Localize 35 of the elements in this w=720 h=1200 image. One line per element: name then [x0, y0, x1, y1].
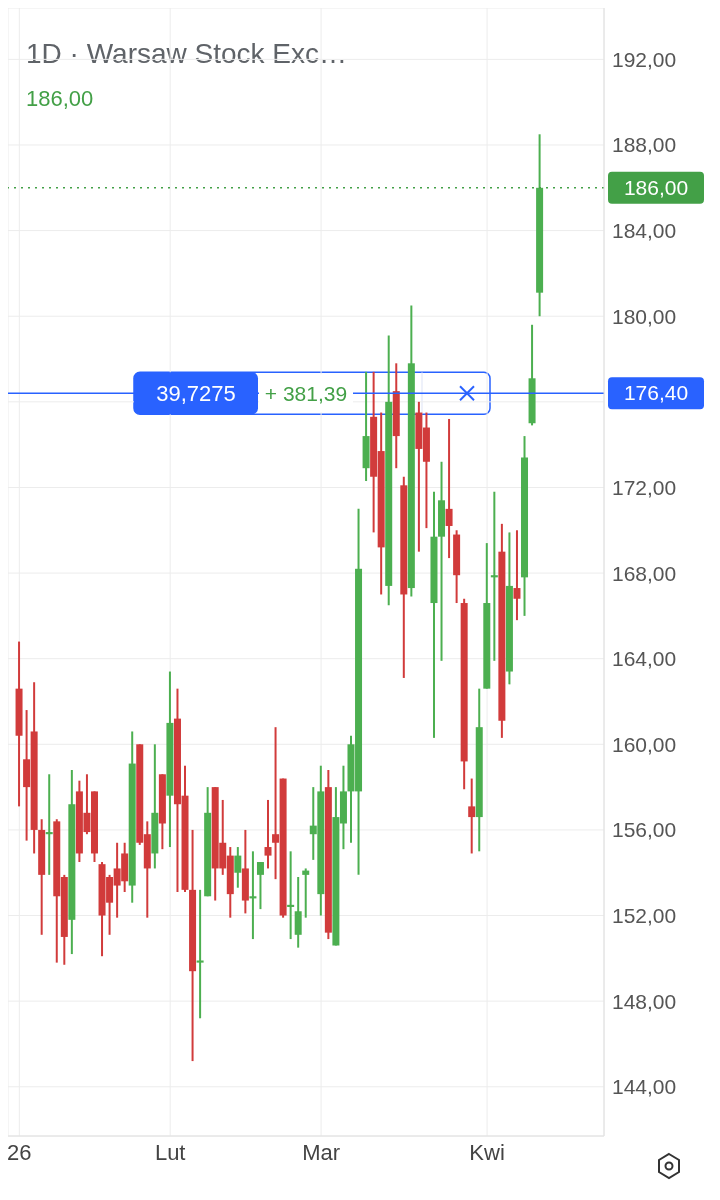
candlestick	[490, 490, 498, 662]
y-tick-label: 152,00	[612, 903, 677, 927]
annotation: + 381,39	[264, 382, 348, 406]
y-tick-label: 168,00	[612, 561, 677, 585]
y-tick-label: 188,00	[612, 133, 677, 157]
candlestick	[468, 777, 476, 855]
y-tick-label: 192,00	[612, 47, 677, 71]
y-tick-label: 156,00	[612, 818, 677, 842]
text: 1D · Warsaw Stock Exc…	[26, 38, 348, 70]
ref-line-label: 186,00	[623, 175, 689, 199]
y-tick-label: 184,00	[612, 219, 677, 243]
candlestick	[249, 850, 257, 941]
candlestick	[302, 867, 310, 919]
x-tick-label: Lut	[154, 1139, 186, 1165]
y-tick-label: 164,00	[612, 647, 677, 671]
y-tick-label: 148,00	[612, 989, 677, 1013]
ref-line-label: 176,40	[623, 381, 689, 405]
candlestick	[294, 876, 302, 949]
x-tick-label: Mar	[302, 1139, 341, 1165]
candlestick	[45, 773, 53, 876]
y-tick-label: 144,00	[612, 1075, 677, 1099]
candlestick	[287, 850, 295, 941]
x-tick-label: 26	[7, 1139, 32, 1165]
y-tick-label: 172,00	[612, 475, 677, 499]
annotation: 39,7275	[156, 381, 236, 407]
candlestick	[234, 846, 242, 889]
y-tick-label: 180,00	[612, 304, 677, 328]
text: 186,00	[26, 86, 94, 112]
x-tick-label: Kwi	[469, 1139, 505, 1165]
candlestick	[445, 417, 453, 560]
y-tick-label: 160,00	[612, 732, 677, 756]
candlestick	[264, 798, 272, 870]
candlestick	[196, 888, 204, 1020]
candlestick	[513, 529, 521, 622]
candlestick	[256, 861, 264, 911]
